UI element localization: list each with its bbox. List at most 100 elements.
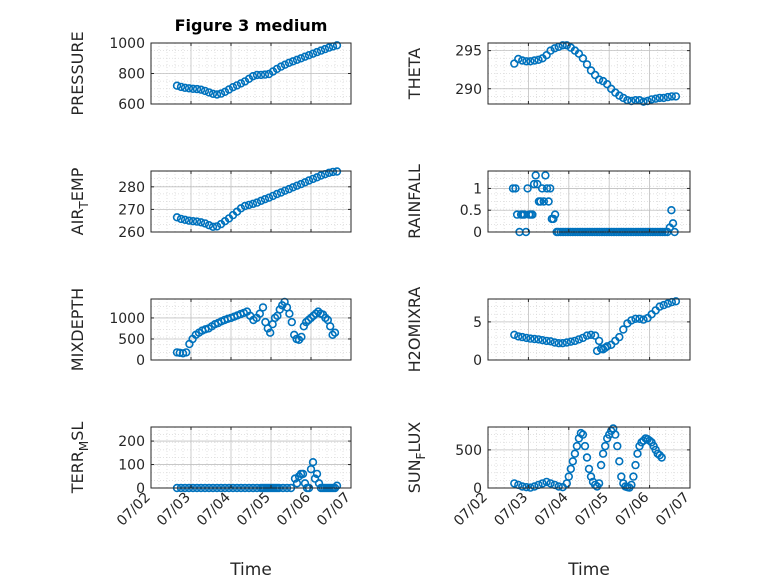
chart-pressure-point: [184, 84, 194, 93]
chart-sun_flux-point: [594, 479, 604, 488]
chart-air_temp-ylabel-main: AIR: [68, 209, 87, 236]
chart-air_temp-point: [296, 179, 306, 189]
chart-air_temp-point: [176, 214, 186, 224]
chart-sun_flux-point: [596, 460, 606, 470]
chart-air_temp-axes-box: [150, 170, 352, 233]
chart-h2omixra-point: [671, 297, 681, 306]
chart-sun_flux-point: [631, 460, 640, 470]
chart-sun_flux-point: [657, 453, 666, 462]
chart-pressure-point: [208, 89, 218, 99]
chart-h2omixra-point: [582, 331, 592, 340]
chart-air_temp-point: [280, 186, 290, 195]
chart-terr_msl-ytick-label: 100: [118, 458, 145, 474]
chart-h2omixra-point: [546, 337, 555, 346]
chart-sun_flux-point: [598, 449, 608, 458]
chart-air_temp-ytick-label: 260: [118, 225, 145, 241]
chart-air_temp-point: [180, 215, 190, 225]
chart-sun_flux-point: [570, 449, 580, 458]
chart-sun_flux-ylabel: SUNFLUX: [405, 422, 428, 494]
chart-theta-ylabel: THETA: [405, 48, 424, 100]
chart-rainfall-ytick-label: 1: [473, 181, 482, 197]
chart-theta-point: [586, 66, 596, 75]
chart-h2omixra-point: [542, 336, 551, 346]
chart-h2omixra-point: [639, 315, 648, 324]
chart-sun_flux-point: [584, 464, 594, 474]
chart-air_temp: 260 270 280 AIRTEMP: [68, 167, 352, 241]
chart-pressure-point: [212, 90, 222, 99]
chart-h2omixra-point: [655, 302, 664, 311]
chart-mixdepth-point: [263, 324, 272, 333]
chart-air_temp-point: [192, 217, 202, 226]
chart-sun_flux-point: [522, 483, 531, 492]
chart-rainfall-point: [511, 184, 520, 193]
chart-sun_flux-xlabel: Time: [567, 560, 610, 580]
chart-air_temp-point: [288, 183, 298, 192]
chart-air_temp-ytick-label: 280: [118, 180, 145, 196]
chart-sun_flux-ylabel-main: SUN: [405, 459, 424, 493]
chart-terr_msl-ytick-label: 200: [118, 434, 145, 450]
chart-pressure-point: [308, 49, 318, 58]
chart-rainfall-ylabel-main: RAINFALL: [405, 164, 424, 239]
chart-h2omixra-point: [530, 334, 539, 344]
chart-theta-axes-box: [487, 42, 691, 105]
chart-h2omixra-ytick-label: 5: [473, 315, 482, 331]
chart-pressure-point: [192, 84, 202, 94]
chart-sun_flux-point: [566, 464, 575, 474]
chart-terr_msl-ylabel-subscript: M: [77, 441, 91, 451]
chart-terr_msl-point: [300, 479, 310, 488]
chart-pressure-point: [320, 44, 330, 54]
chart-air_temp-point: [184, 216, 194, 225]
chart-h2omixra-point: [578, 333, 588, 343]
chart-rainfall-point: [542, 184, 552, 193]
chart-pressure-ylabel: PRESSURE: [68, 31, 87, 115]
chart-air_temp-ylabel-subscript: T: [77, 201, 91, 210]
chart-pressure-point: [200, 86, 210, 96]
chart-rainfall-point: [536, 197, 545, 206]
chart-pressure-point: [188, 84, 198, 94]
chart-h2omixra-point: [635, 314, 644, 323]
chart-h2omixra-point: [574, 335, 584, 344]
chart-rainfall-point: [549, 214, 558, 224]
chart-theta-point: [522, 57, 531, 66]
chart-pressure-point: [316, 46, 326, 55]
chart-terr_msl-axes-box: [150, 426, 352, 489]
chart-theta-point: [594, 75, 604, 84]
chart-sun_flux-ytick-label: 500: [455, 443, 482, 459]
chart-h2omixra-point: [526, 334, 535, 343]
chart-mixdepth-point: [255, 309, 264, 318]
chart-terr_msl-point: [308, 458, 318, 467]
chart-mixdepth-point: [326, 322, 335, 331]
chart-mixdepth-point: [258, 303, 268, 312]
chart-air_temp-point: [256, 196, 266, 206]
chart-sun_flux-point: [546, 479, 555, 488]
chart-h2omixra-point: [663, 299, 672, 308]
chart-theta-point: [550, 44, 559, 53]
chart-air_temp-point: [284, 184, 294, 194]
chart-air_temp-point: [272, 189, 282, 199]
chart-terr_msl-point: [332, 481, 342, 490]
chart-mixdepth-point: [285, 309, 294, 318]
chart-theta-point: [663, 92, 672, 102]
chart-sun_flux-point: [613, 441, 622, 451]
chart-pressure-ytick-label: 800: [118, 67, 145, 83]
chart-mixdepth-point: [287, 317, 296, 327]
chart-air_temp-point: [200, 219, 210, 228]
chart-pressure-point: [304, 50, 314, 60]
chart-h2omixra-point: [615, 332, 624, 342]
chart-sun_flux-point: [518, 482, 527, 491]
chart-h2omixra-point: [627, 316, 636, 325]
chart-air_temp-point: [276, 188, 286, 197]
chart-h2omixra-point: [538, 336, 547, 345]
chart-sun_flux-point: [568, 457, 577, 466]
chart-rainfall-ylabel: RAINFALL: [405, 164, 424, 239]
chart-pressure-point: [196, 85, 206, 94]
chart-air_temp-point: [316, 171, 326, 180]
chart-h2omixra-point: [522, 333, 531, 343]
chart-theta-point: [518, 56, 527, 65]
chart-mixdepth-ytick-label: 1000: [109, 311, 145, 327]
chart-mixdepth-ytick-label: 500: [118, 332, 145, 348]
chart-sun_flux-point: [530, 482, 539, 491]
chart-mixdepth-point: [290, 330, 299, 339]
chart-pressure-point: [172, 81, 182, 90]
chart-pressure-point: [312, 47, 322, 57]
